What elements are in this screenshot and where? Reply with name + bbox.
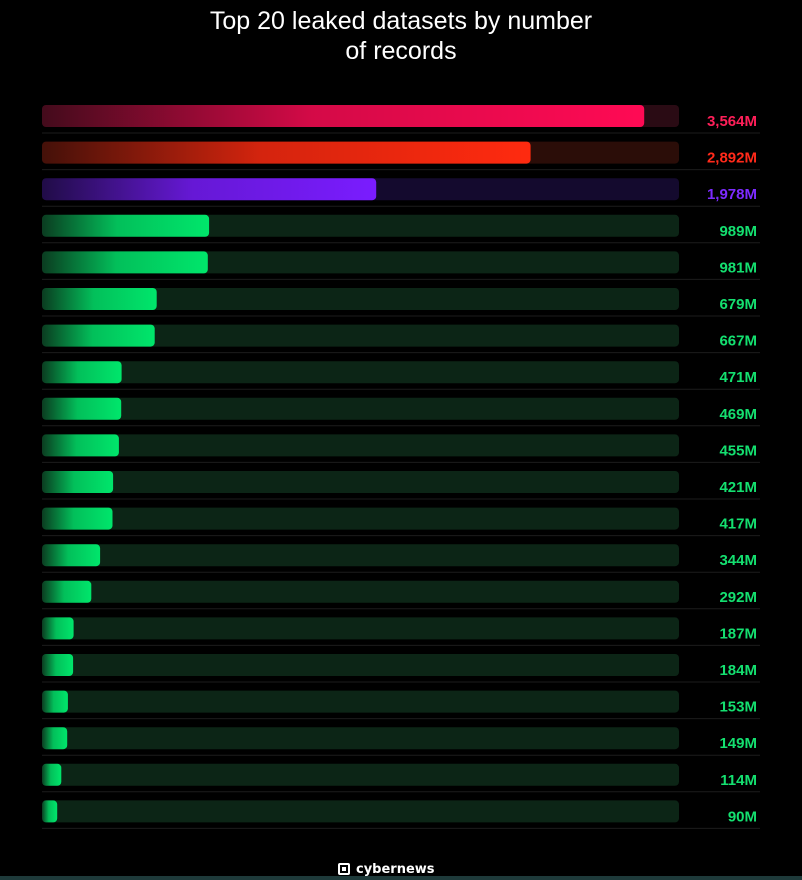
bar-4 [42, 214, 210, 237]
bar-5 [42, 251, 208, 274]
bar-track-9 [42, 397, 679, 420]
bar-3 [42, 178, 377, 201]
bar-12 [42, 507, 113, 530]
data-label-19: 114M [720, 772, 757, 789]
data-label-15: 187M [719, 625, 757, 642]
bar-chart: 3,564M 2,892M 1,978M 989M 981M 679M 667M 471M 46… [42, 105, 760, 829]
bar-16 [42, 654, 74, 676]
cybernews-logo-icon [338, 863, 350, 875]
bar-2 [42, 141, 531, 164]
chart-title-line-1: Top 20 leaked datasets by number [209, 7, 593, 35]
data-label-13: 344M [719, 552, 757, 569]
bar-7 [42, 324, 155, 347]
brand-name: cybernews [356, 862, 435, 876]
data-label-10: 455M [719, 442, 757, 459]
data-label-2: 2,892M [707, 150, 757, 167]
bar-1 [42, 105, 645, 127]
bar-17 [42, 690, 68, 713]
bar-19 [42, 763, 62, 786]
data-label-1: 3,564M [707, 113, 757, 130]
bar-13 [42, 544, 101, 567]
bar-track-7 [42, 324, 679, 347]
bar-8 [42, 361, 122, 384]
data-label-6: 679M [719, 296, 757, 313]
data-label-17: 153M [719, 699, 757, 716]
bar-track-8 [42, 361, 679, 384]
bar-track-18 [42, 727, 679, 750]
bar-9 [42, 397, 122, 420]
data-label-11: 421M [719, 479, 757, 496]
bar-track-14 [42, 580, 679, 603]
bottom-bar [0, 876, 802, 880]
bar-20 [42, 800, 58, 823]
chart-title: Top 20 leaked datasets by number of reco… [0, 6, 802, 66]
data-label-7: 667M [719, 333, 757, 350]
brand-logo: cybernews [338, 862, 435, 876]
bar-track-16 [42, 654, 679, 676]
bar-track-12 [42, 507, 679, 530]
bar-track-19 [42, 763, 679, 786]
data-label-20: 90M [728, 808, 757, 825]
bar-track-15 [42, 617, 679, 640]
data-label-12: 417M [719, 516, 757, 533]
bar-14 [42, 580, 92, 603]
data-label-14: 292M [719, 589, 757, 606]
bar-18 [42, 727, 68, 750]
chart-title-line-2: of records [345, 37, 457, 65]
data-label-3: 1,978M [707, 186, 757, 203]
bar-10 [42, 434, 119, 457]
bar-track-17 [42, 690, 679, 713]
data-label-9: 469M [719, 406, 757, 423]
bar-track-11 [42, 471, 679, 493]
bar-6 [42, 288, 157, 310]
bar-track-20 [42, 800, 679, 823]
data-label-18: 149M [719, 735, 757, 752]
bar-track-13 [42, 544, 679, 567]
data-label-16: 184M [719, 662, 757, 679]
data-label-8: 471M [719, 369, 757, 386]
bar-track-10 [42, 434, 679, 457]
data-label-5: 981M [719, 259, 757, 276]
bar-track-6 [42, 288, 679, 310]
data-label-4: 989M [719, 223, 757, 240]
bar-15 [42, 617, 74, 640]
bar-11 [42, 471, 114, 493]
